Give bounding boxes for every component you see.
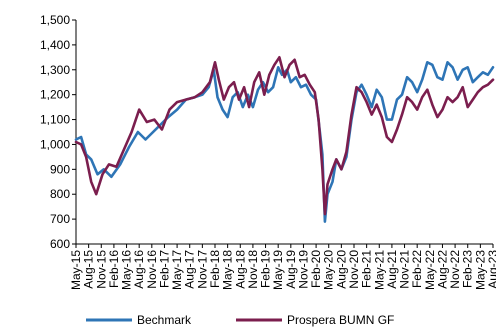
- legend-label-0: Bechmark: [137, 313, 192, 327]
- x-tick-label: Nov-16: [145, 250, 159, 289]
- x-tick-label: Feb-22: [410, 250, 424, 288]
- x-tick-label: Aug-18: [233, 250, 247, 289]
- y-tick-label: 1,200: [40, 88, 70, 102]
- x-tick-label: May-21: [372, 250, 386, 290]
- y-tick-label: 1,400: [40, 38, 70, 52]
- y-tick-label: 1,500: [40, 13, 70, 27]
- x-tick-label: May-22: [423, 250, 437, 290]
- x-tick-label: Nov-15: [94, 250, 108, 289]
- series-line-1: [74, 56, 495, 216]
- y-tick-label: 1,000: [40, 137, 70, 151]
- x-tick-label: Nov-22: [448, 250, 462, 289]
- x-axis: May-15Aug-15Nov-15Feb-16May-16Aug-16Nov-…: [69, 243, 496, 290]
- x-tick-label: Nov-20: [347, 250, 361, 289]
- x-tick-label: Nov-18: [246, 250, 260, 289]
- y-tick-label: 1,300: [40, 63, 70, 77]
- x-tick-label: Feb-21: [360, 250, 374, 288]
- x-tick-label: Feb-23: [461, 250, 475, 288]
- x-tick-label: Feb-17: [157, 250, 171, 288]
- x-tick-label: Feb-16: [107, 250, 121, 288]
- y-tick-label: 700: [50, 212, 70, 226]
- x-tick-label: Feb-20: [309, 250, 323, 288]
- x-tick-label: May-20: [322, 250, 336, 290]
- x-tick-label: Aug-15: [82, 250, 96, 289]
- series-line-0: [74, 61, 495, 223]
- x-tick-label: May-16: [120, 250, 134, 290]
- legend: Bechmark Prospera BUMN GF: [86, 313, 394, 327]
- legend-label-1: Prospera BUMN GF: [287, 313, 394, 327]
- x-tick-label: Feb-19: [259, 250, 273, 288]
- x-tick-label: Nov-17: [195, 250, 209, 289]
- x-tick-label: Nov-19: [296, 250, 310, 289]
- x-tick-label: Aug-23: [486, 250, 496, 289]
- y-tick-label: 900: [50, 162, 70, 176]
- x-tick-label: Aug-21: [385, 250, 399, 289]
- y-tick-label: 800: [50, 187, 70, 201]
- x-tick-label: May-18: [221, 250, 235, 290]
- x-tick-label: May-17: [170, 250, 184, 290]
- series-layer: [74, 56, 495, 223]
- x-tick-label: May-15: [69, 250, 83, 290]
- x-tick-label: Aug-16: [132, 250, 146, 289]
- y-tick-label: 1,100: [40, 113, 70, 127]
- x-tick-label: Feb-18: [208, 250, 222, 288]
- y-axis: 600 700 800 900 1,000 1,100 1,200 1,300 1,400 1,5…: [40, 13, 77, 251]
- x-tick-label: Aug-22: [435, 250, 449, 289]
- x-tick-label: Nov-21: [398, 250, 412, 289]
- y-tick-label: 600: [50, 237, 70, 251]
- x-tick-label: Aug-19: [284, 250, 298, 289]
- x-tick-label: May-19: [271, 250, 285, 290]
- x-tick-label: Aug-17: [183, 250, 197, 289]
- x-tick-label: Aug-20: [334, 250, 348, 289]
- x-tick-label: May-23: [473, 250, 487, 290]
